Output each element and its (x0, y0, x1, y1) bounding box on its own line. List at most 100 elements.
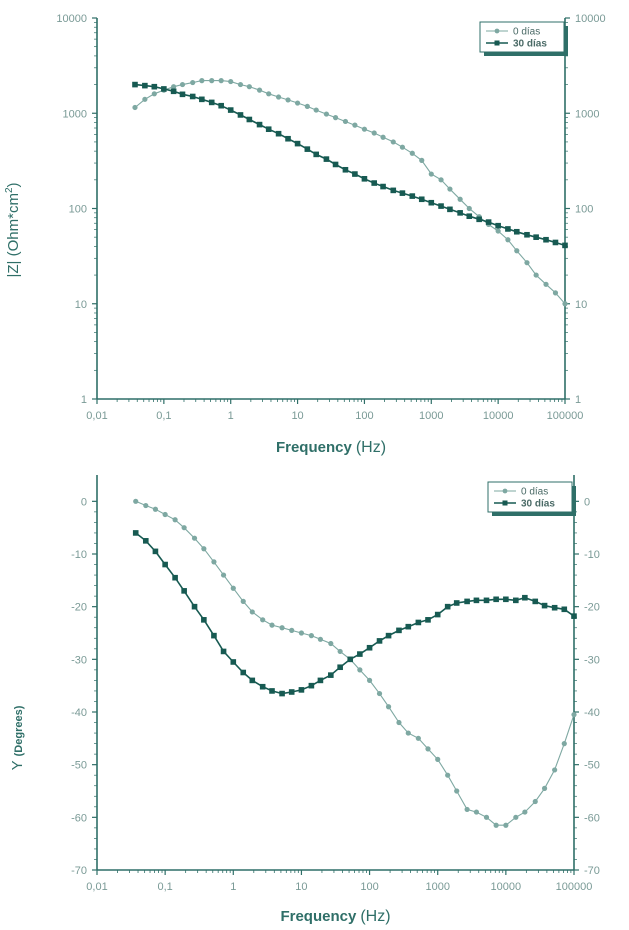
data-point (161, 86, 167, 92)
y-tick-label-right: 10000 (575, 13, 606, 25)
data-point (151, 83, 158, 90)
data-point (323, 111, 330, 117)
data-point (191, 603, 198, 610)
x-tick-label: 10000 (483, 410, 514, 422)
data-point (562, 301, 568, 307)
data-point (313, 107, 319, 113)
data-point (541, 602, 548, 609)
y-axis-title-unit: (Degrees) (13, 705, 25, 756)
y-tick-label-left: -60 (71, 812, 87, 824)
data-point (543, 236, 549, 243)
data-point (342, 166, 349, 173)
y-tick-label-right: 100 (575, 204, 593, 216)
series-line (134, 83, 566, 247)
y-tick-label-left: -70 (71, 865, 87, 877)
data-point (259, 683, 266, 690)
data-point (522, 594, 528, 601)
series-line (135, 532, 575, 695)
data-point (181, 525, 187, 531)
series-0-dias (133, 498, 577, 828)
data-point (328, 640, 334, 647)
data-point (337, 664, 343, 671)
data-point (396, 627, 402, 634)
y-tick-label-left: -10 (71, 549, 87, 561)
chart-panel-impedance: 0,01 0,1 1 10 100 1000 10000 100000 1 1 10 10 100 100… (4, 13, 606, 456)
data-point (438, 203, 444, 209)
y-tick-label-right: 10 (575, 299, 587, 311)
data-point (473, 809, 480, 815)
data-point (503, 596, 509, 603)
data-point (562, 242, 568, 249)
data-point (453, 600, 460, 606)
data-point (294, 140, 301, 147)
y-tick-label-right: -60 (584, 812, 600, 824)
data-point (152, 506, 159, 512)
data-point (533, 234, 539, 240)
data-point (366, 677, 373, 684)
data-point (485, 219, 492, 225)
x-tick-label: 1000 (419, 410, 443, 422)
y-tick-label-left: 10 (75, 299, 87, 311)
data-point (532, 598, 539, 605)
data-point (361, 126, 368, 132)
data-point (294, 100, 301, 106)
data-point (390, 139, 396, 145)
data-point (237, 81, 244, 88)
y-tick-label-right: -50 (584, 760, 600, 772)
data-point (269, 622, 275, 628)
data-point (227, 107, 234, 113)
data-point (298, 687, 305, 693)
data-point (190, 79, 196, 86)
data-point (454, 788, 460, 794)
x-tick-label: 10 (295, 881, 307, 893)
data-point (415, 735, 421, 741)
data-point (532, 798, 538, 805)
data-point (199, 96, 205, 103)
data-point (371, 130, 377, 136)
data-point (457, 196, 463, 202)
legend-marker (502, 488, 508, 494)
data-point (476, 216, 482, 223)
y-tick-label-left: 0 (81, 496, 87, 508)
data-point (211, 632, 217, 639)
data-point (385, 704, 392, 710)
y-tick-label-left: 1 (81, 394, 87, 406)
y-axis-title-end: ) (5, 182, 22, 187)
y-tick-label-right: 1000 (575, 108, 599, 120)
data-point (332, 161, 339, 168)
data-point (133, 498, 139, 504)
data-point (317, 636, 324, 642)
data-point (230, 659, 237, 665)
data-point (328, 672, 334, 678)
data-point (419, 157, 425, 163)
data-point (415, 619, 422, 626)
series-line (134, 80, 566, 305)
y-tick-label-left: 1000 (63, 108, 87, 120)
data-point (396, 719, 402, 726)
data-point (493, 596, 499, 603)
x-tick-label: 1 (228, 410, 234, 422)
data-point (444, 603, 451, 610)
data-point (505, 226, 511, 232)
data-point (142, 538, 149, 544)
data-point (495, 228, 501, 234)
data-point (179, 81, 186, 88)
data-point (151, 91, 157, 97)
data-point (447, 186, 453, 192)
data-point (132, 530, 139, 536)
data-point (551, 604, 558, 611)
data-point (464, 806, 470, 813)
x-tick-label: 0,01 (86, 410, 107, 422)
y-axis-title-main: |Z| (Ohm*cm (5, 193, 22, 277)
data-point (249, 609, 255, 615)
data-point (376, 690, 383, 697)
data-point (409, 193, 416, 199)
data-point (505, 237, 511, 243)
data-point (425, 746, 431, 752)
data-point (366, 644, 373, 651)
y-tick-label-right: -40 (584, 707, 600, 719)
data-point (313, 151, 320, 158)
data-point (457, 210, 463, 216)
data-point (361, 176, 368, 182)
